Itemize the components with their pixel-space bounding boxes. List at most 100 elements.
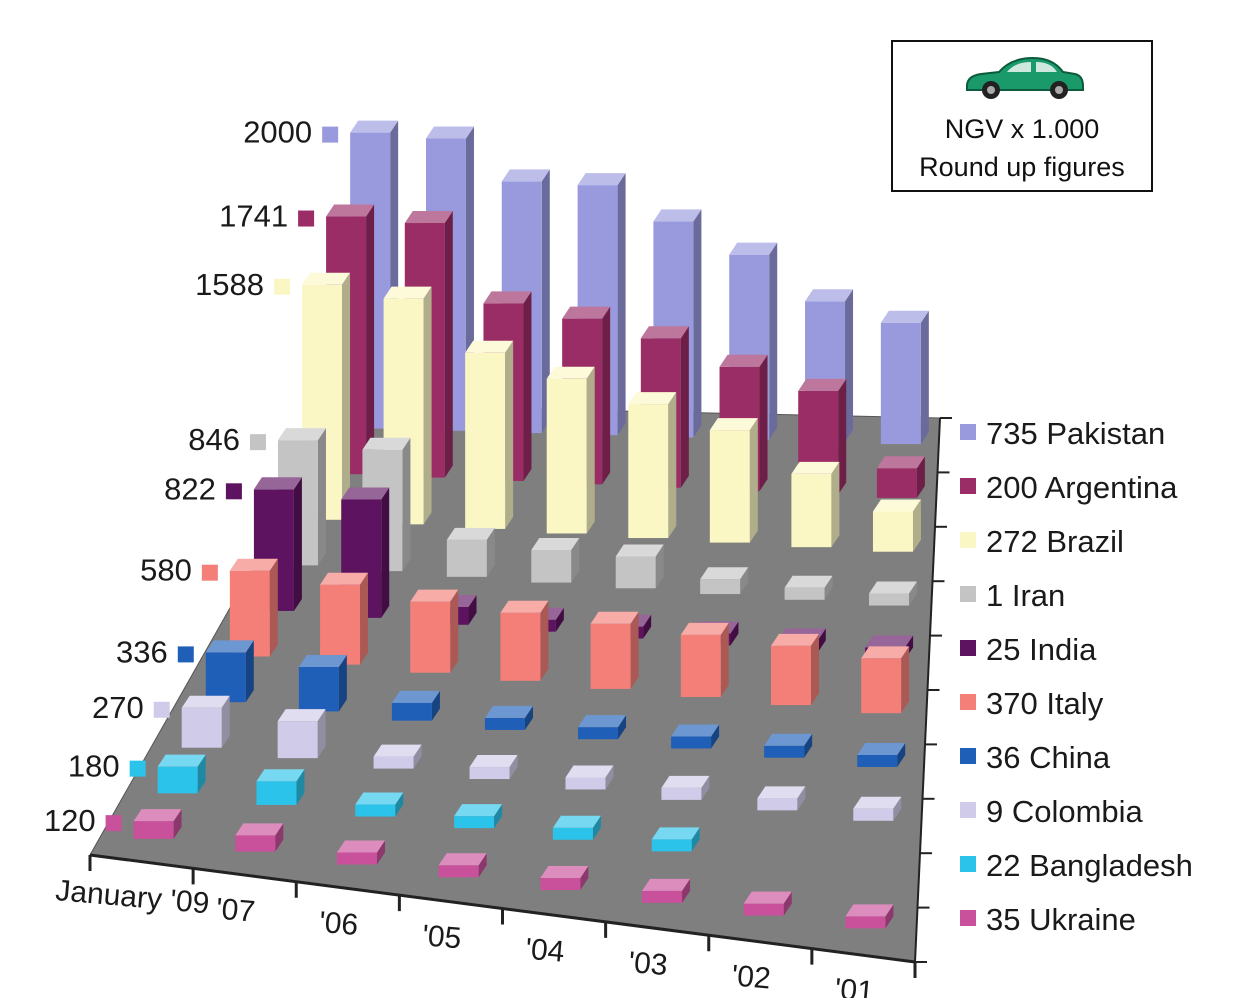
bar-iran bbox=[700, 579, 741, 595]
bar-side bbox=[617, 173, 626, 436]
bar-side bbox=[478, 853, 487, 878]
x-axis-category-label: '07 bbox=[215, 892, 257, 928]
legend-entry-ukraine: 35 Ukraine bbox=[986, 902, 1136, 937]
value-label: 120 bbox=[44, 803, 96, 838]
bar-brazil bbox=[791, 473, 832, 548]
bar-argentina bbox=[876, 468, 917, 498]
note-units: NGV x 1.000 bbox=[944, 114, 1100, 144]
bar-ukraine bbox=[438, 865, 479, 878]
bar-brazil bbox=[465, 352, 506, 529]
bar-china bbox=[857, 754, 898, 767]
bar-colombia bbox=[469, 767, 510, 780]
bar-top bbox=[729, 242, 778, 255]
bar-side bbox=[580, 866, 589, 891]
bar-side bbox=[810, 633, 819, 706]
bar-top bbox=[133, 809, 182, 822]
legend-swatch-italy bbox=[960, 694, 976, 710]
bar-italy bbox=[770, 645, 811, 706]
bar-top bbox=[383, 286, 432, 299]
bar-side bbox=[643, 614, 652, 639]
legend-entry-india: 25 India bbox=[986, 632, 1097, 667]
bar-side bbox=[413, 744, 422, 769]
bar-ukraine bbox=[235, 835, 276, 852]
bar-side bbox=[824, 575, 833, 600]
bar-side bbox=[909, 581, 918, 606]
bar-brazil bbox=[709, 430, 750, 543]
bar-ukraine bbox=[336, 852, 377, 865]
bar-ukraine bbox=[540, 878, 581, 891]
legend-entry-italy: 370 Italy bbox=[986, 686, 1104, 721]
value-label-swatch bbox=[274, 278, 291, 295]
bar-side bbox=[402, 437, 411, 572]
bar-brazil bbox=[546, 378, 587, 534]
bar-colombia bbox=[277, 721, 318, 759]
bar-top bbox=[661, 775, 710, 788]
bar-side bbox=[701, 775, 710, 800]
bar-top bbox=[454, 804, 503, 817]
bar-china bbox=[764, 745, 805, 758]
legend-swatch-iran bbox=[960, 586, 976, 602]
bar-china bbox=[391, 702, 432, 721]
bar-top bbox=[341, 487, 390, 500]
bar-top bbox=[469, 755, 518, 768]
note-rounding: Round up figures bbox=[919, 152, 1125, 182]
legend-swatch-pakistan bbox=[960, 424, 976, 440]
bar-top bbox=[425, 126, 474, 139]
bar-top bbox=[373, 744, 422, 757]
legend-swatch-argentina bbox=[960, 478, 976, 494]
legend-entry-china: 36 China bbox=[986, 740, 1111, 775]
bar-side bbox=[759, 354, 768, 492]
bar-china bbox=[205, 652, 246, 703]
bar-side bbox=[845, 289, 854, 442]
bar-bangladesh bbox=[256, 781, 297, 805]
value-label: 180 bbox=[68, 749, 120, 784]
bar-side bbox=[691, 827, 700, 852]
bar-side bbox=[366, 204, 375, 475]
bar-side bbox=[893, 796, 902, 821]
bar-italy bbox=[680, 634, 721, 697]
legend-swatch-india bbox=[960, 640, 976, 656]
bar-side bbox=[376, 840, 385, 865]
bar-top bbox=[642, 878, 691, 891]
bar-top bbox=[362, 437, 411, 450]
bar-top bbox=[872, 499, 921, 512]
bar-side bbox=[486, 527, 495, 577]
bar-bangladesh bbox=[552, 827, 593, 840]
x-axis-category-label: '04 bbox=[524, 933, 566, 969]
value-label: 846 bbox=[188, 422, 240, 457]
legend-entry-bangladesh: 22 Bangladesh bbox=[986, 848, 1193, 883]
bar-side bbox=[831, 461, 840, 548]
bar-iran bbox=[446, 539, 487, 577]
bar-side bbox=[524, 705, 533, 730]
bar-top bbox=[590, 611, 639, 624]
value-label-swatch bbox=[177, 646, 194, 663]
bar-top bbox=[320, 572, 369, 585]
bar-side bbox=[541, 169, 550, 434]
bar-top bbox=[671, 724, 720, 737]
bar-italy bbox=[590, 623, 631, 689]
bar-top bbox=[628, 392, 677, 405]
value-label-swatch bbox=[225, 483, 242, 500]
bar-ukraine bbox=[743, 903, 784, 916]
bar-top bbox=[845, 904, 894, 917]
bar-top bbox=[798, 378, 847, 391]
bar-top bbox=[355, 792, 404, 805]
bar-side bbox=[275, 823, 284, 852]
bar-top bbox=[869, 581, 918, 594]
bar-side bbox=[423, 286, 432, 525]
bar-top bbox=[500, 600, 549, 613]
bar-top bbox=[565, 765, 614, 778]
bar-side bbox=[592, 815, 601, 840]
value-label: 2000 bbox=[243, 115, 312, 150]
bar-side bbox=[381, 487, 390, 618]
value-label-swatch bbox=[129, 760, 146, 777]
legend-swatch-ukraine bbox=[960, 910, 976, 926]
value-label: 580 bbox=[140, 553, 192, 588]
value-label-swatch bbox=[249, 434, 266, 451]
bar-top bbox=[404, 211, 453, 224]
bar-top bbox=[483, 291, 532, 304]
bar-top bbox=[562, 306, 611, 319]
bar-bangladesh bbox=[355, 804, 396, 817]
bar-iran bbox=[531, 550, 572, 583]
bar-top bbox=[651, 827, 700, 840]
